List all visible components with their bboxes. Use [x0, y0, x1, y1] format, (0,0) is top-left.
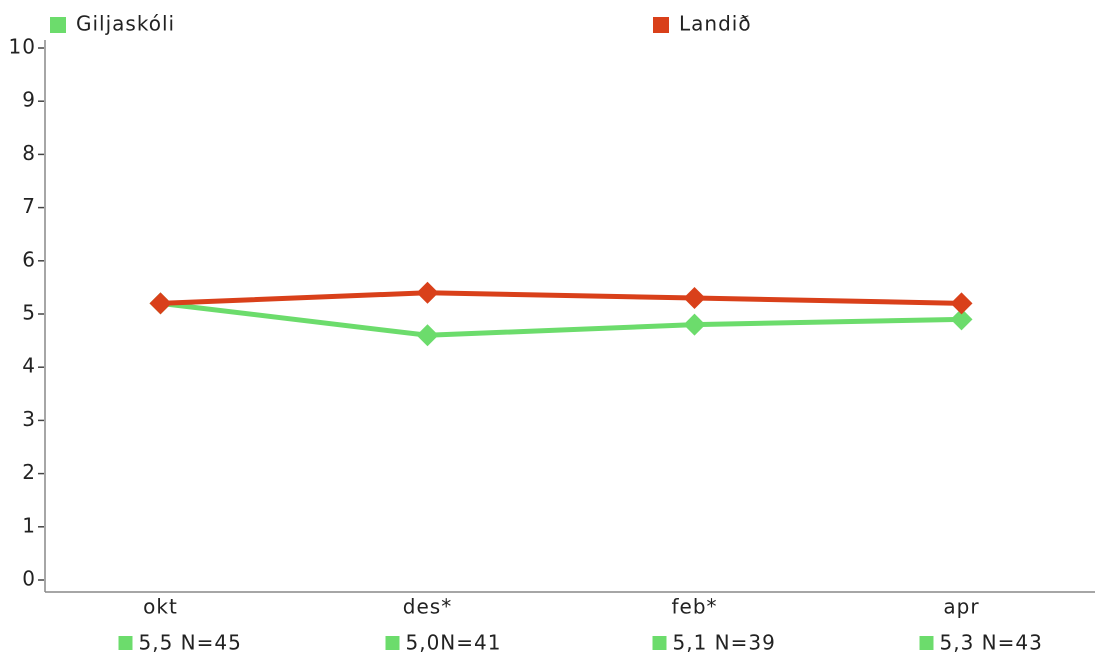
y-tick-label: 7: [22, 194, 36, 218]
marker: [683, 287, 706, 310]
y-tick-label: 3: [22, 407, 36, 431]
annotation: 5,0N=41: [406, 631, 502, 655]
legend-swatch: [50, 17, 66, 33]
marker: [416, 324, 439, 347]
x-tick-label: feb*: [671, 595, 717, 619]
x-tick-label: apr: [943, 595, 979, 619]
marker: [149, 292, 172, 315]
annotation: 5,3 N=43: [940, 631, 1043, 655]
legend-swatch: [653, 17, 669, 33]
annotation-swatch: [385, 636, 400, 650]
marker: [950, 308, 973, 331]
y-tick-label: 4: [22, 354, 36, 378]
y-tick-label: 2: [22, 460, 36, 484]
annotation: 5,5 N=45: [139, 631, 242, 655]
annotation-swatch: [652, 636, 667, 650]
y-tick-label: 6: [22, 247, 36, 271]
x-tick-label: des*: [403, 595, 452, 619]
legend-label: Giljaskóli: [76, 12, 175, 36]
x-tick-label: okt: [143, 595, 178, 619]
y-tick-label: 9: [22, 88, 36, 112]
series-line: [160, 300, 962, 338]
y-tick-label: 8: [22, 141, 36, 165]
marker: [683, 313, 706, 336]
annotation: 5,1 N=39: [673, 631, 776, 655]
annotation-swatch: [919, 636, 934, 650]
annotation-swatch: [118, 636, 133, 650]
y-tick-label: 1: [22, 513, 36, 537]
y-tick-label: 5: [22, 301, 36, 325]
marker: [950, 292, 973, 315]
legend-label: Landið: [679, 12, 752, 36]
series-line: [160, 290, 962, 306]
y-tick-label: 10: [9, 35, 36, 59]
y-tick-label: 0: [22, 567, 36, 591]
marker: [416, 281, 439, 304]
